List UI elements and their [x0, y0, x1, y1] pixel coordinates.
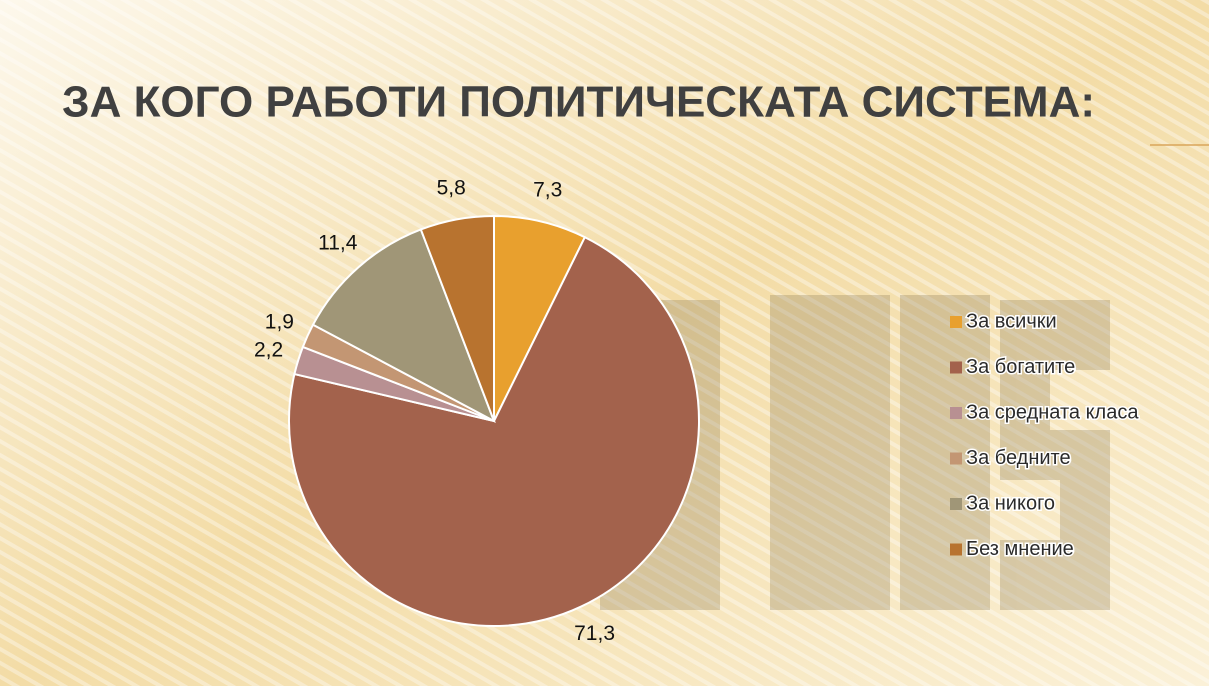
chart-title: ЗА КОГО РАБОТИ ПОЛИТИЧЕСКАТА СИСТЕМА:	[62, 78, 1095, 127]
legend-label: За никого	[966, 492, 1055, 514]
legend-swatch	[950, 543, 962, 556]
legend-label: За средната класа	[966, 401, 1139, 423]
pie-slice	[419, 214, 495, 422]
data-label: 11,4	[318, 232, 358, 255]
legend-swatch	[950, 452, 962, 465]
pie-slice	[288, 235, 700, 627]
legend-swatch	[950, 316, 962, 328]
data-label: 5,8	[437, 176, 466, 199]
legend-swatch	[950, 498, 962, 510]
data-label: 71,3	[574, 622, 615, 645]
legend-label: За бедните	[966, 447, 1071, 469]
legend-label: За всички	[966, 310, 1057, 332]
legend-swatch	[950, 361, 962, 374]
legend-swatch	[950, 407, 962, 419]
data-label: 2,2	[254, 339, 283, 362]
pie-slice	[311, 228, 496, 424]
data-label: 1,9	[265, 310, 294, 333]
legend-label: Без мнение	[966, 538, 1074, 560]
legend-label: За богатите	[966, 356, 1075, 378]
data-label: 7,3	[533, 179, 562, 202]
